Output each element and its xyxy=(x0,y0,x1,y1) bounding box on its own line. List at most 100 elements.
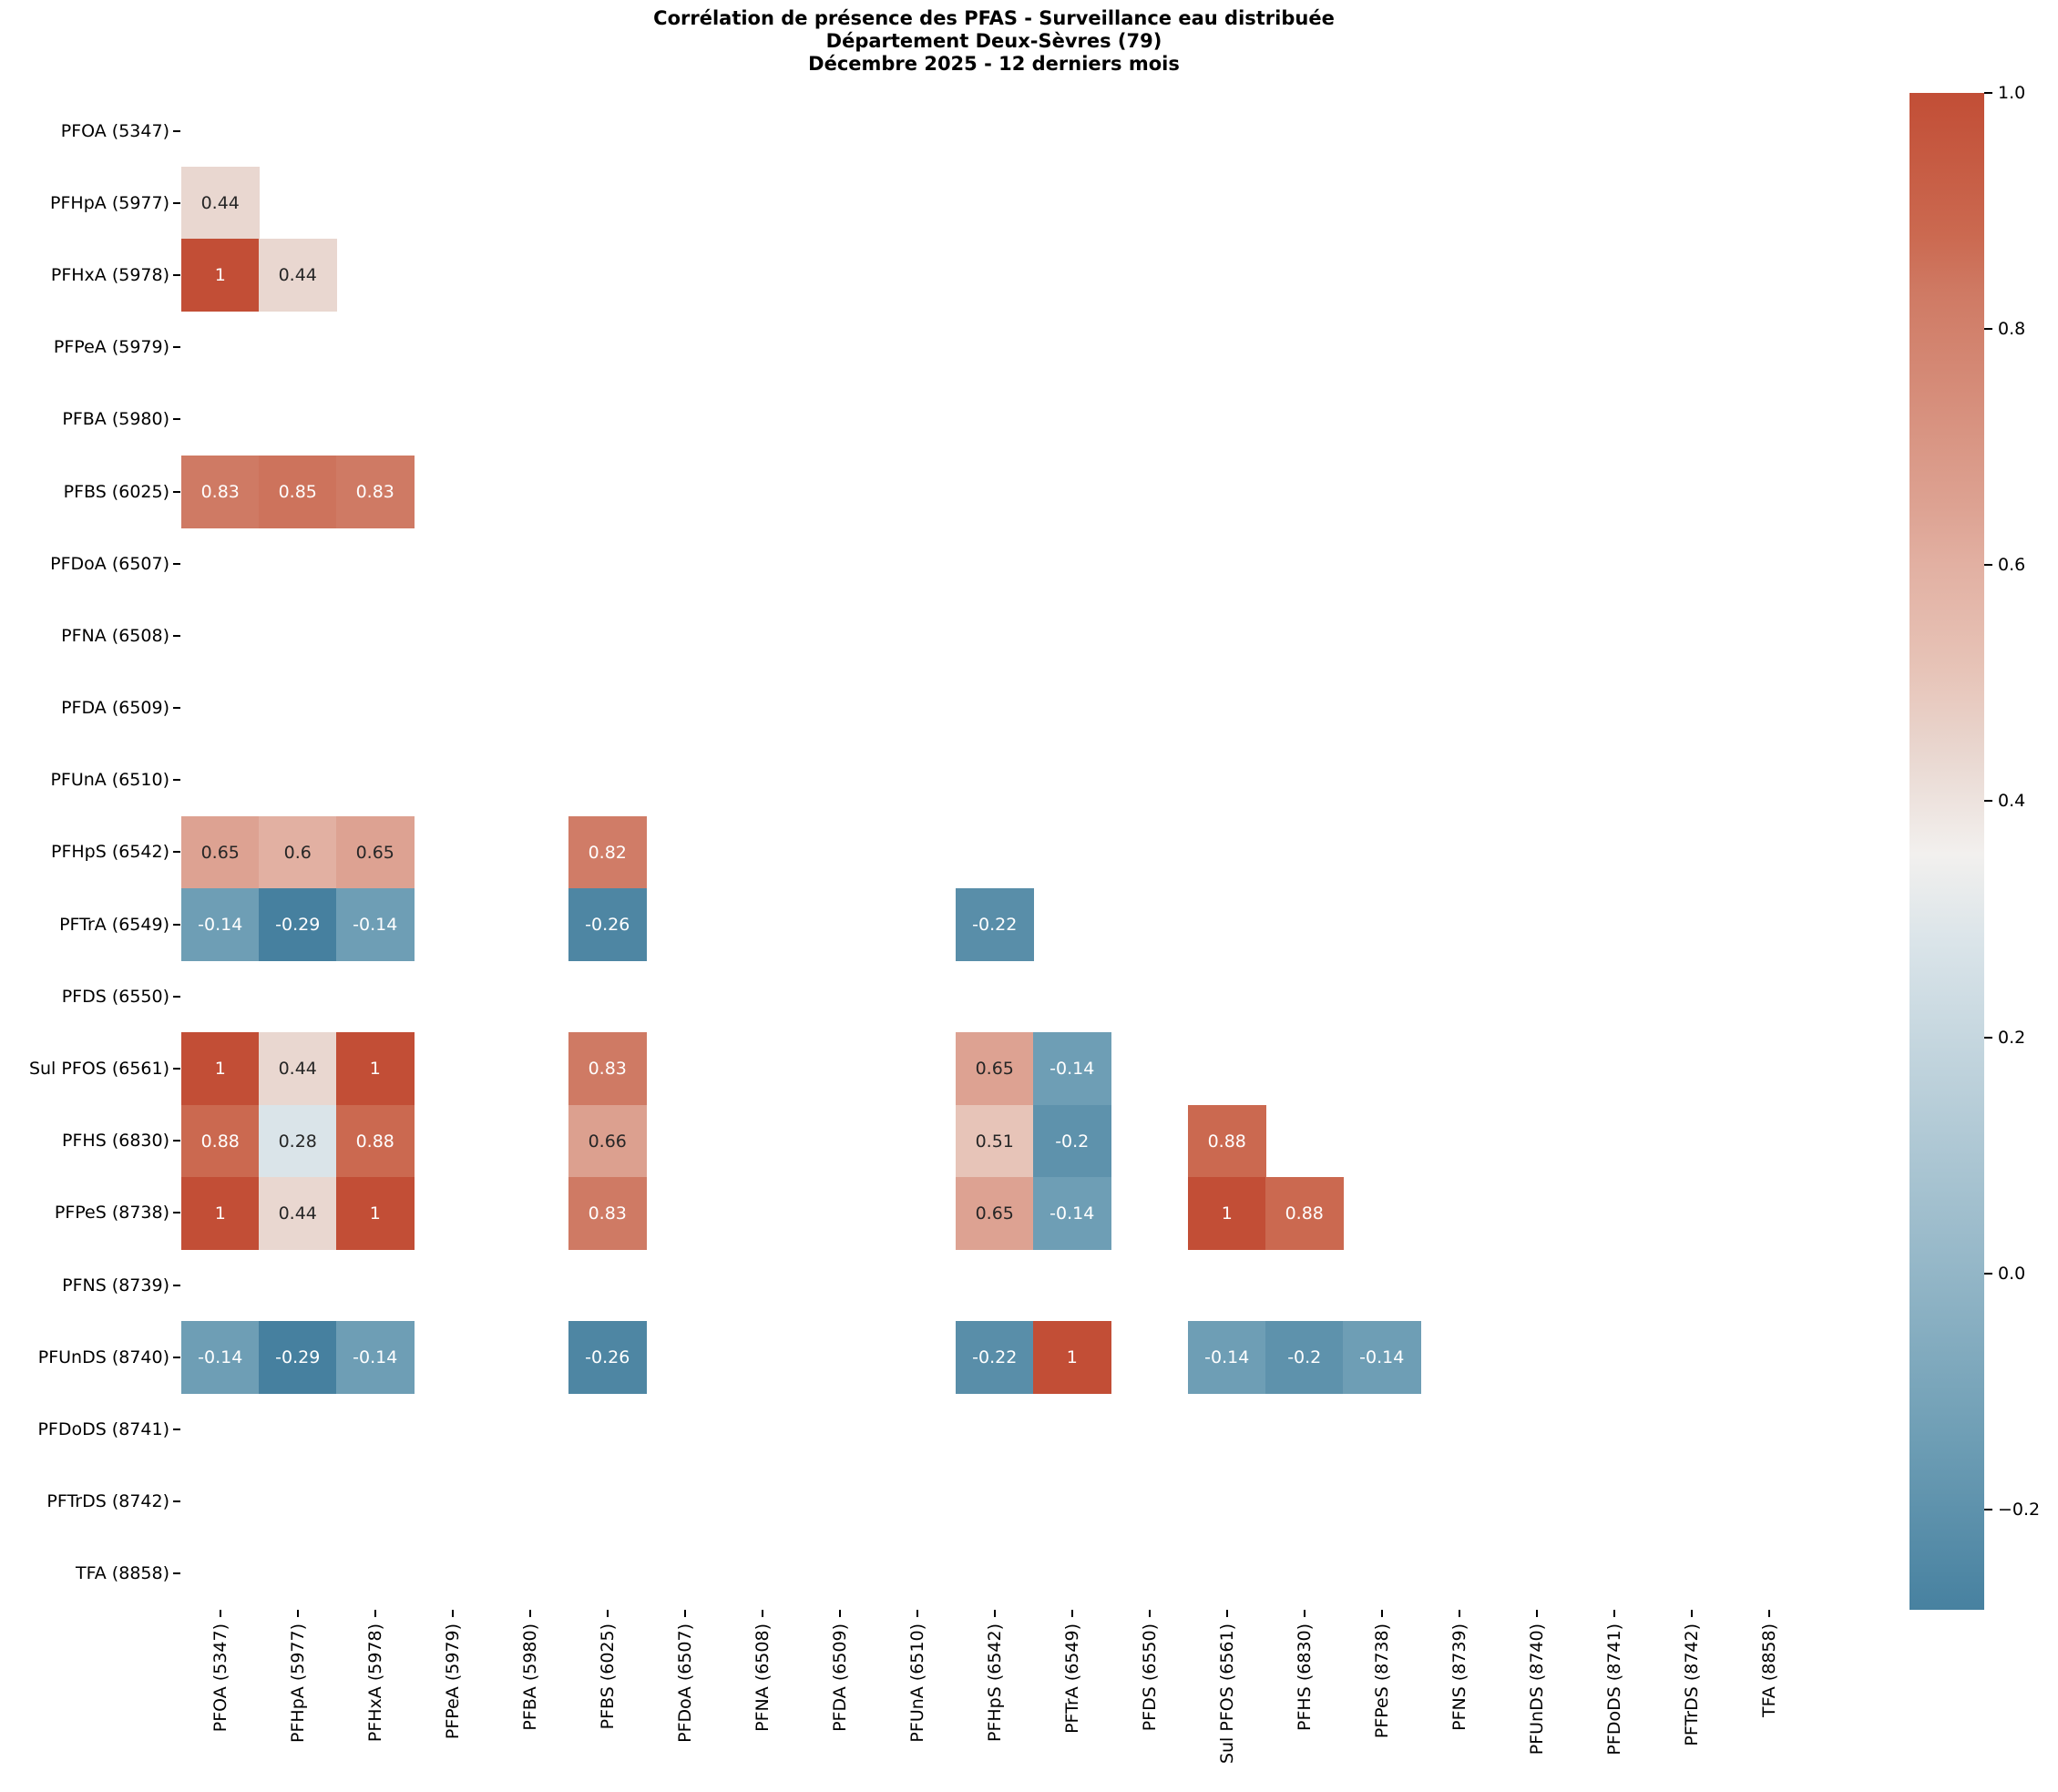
x-axis-label-text: PFNS (8739) xyxy=(1449,1623,1469,1731)
y-tick-mark xyxy=(173,346,180,349)
y-tick-mark xyxy=(173,1212,180,1214)
x-tick-mark xyxy=(1303,1609,1305,1617)
heatmap-cell: 0.83 xyxy=(336,455,415,528)
y-axis-label: PFNS (8739) xyxy=(62,1275,169,1295)
heatmap-cell: 0.44 xyxy=(259,1176,337,1250)
heatmap-cell: 1 xyxy=(1188,1176,1266,1250)
heatmap-cell: 1 xyxy=(1033,1321,1111,1394)
y-axis-label: PFDoDS (8741) xyxy=(37,1419,169,1439)
y-tick-mark xyxy=(173,1500,180,1503)
heatmap-cell: 0.44 xyxy=(259,1032,337,1106)
x-tick-mark xyxy=(993,1609,996,1617)
y-tick-mark xyxy=(173,923,180,926)
colorbar xyxy=(1910,93,1984,1610)
x-tick-mark xyxy=(451,1609,454,1617)
x-tick-mark xyxy=(1458,1609,1460,1617)
y-axis-label: Sul PFOS (6561) xyxy=(28,1059,169,1080)
x-tick-mark xyxy=(1767,1609,1770,1617)
colorbar-tick-label: 0.8 xyxy=(1998,319,2026,340)
chart-title-line2: Département Deux-Sèvres (79) xyxy=(825,30,1162,52)
heatmap-cell: 0.88 xyxy=(336,1104,415,1178)
heatmap-cell: -0.14 xyxy=(1343,1321,1421,1394)
heatmap-cell: 0.6 xyxy=(259,815,337,889)
y-axis-label: PFDS (6550) xyxy=(61,986,169,1007)
heatmap-cell: 1 xyxy=(336,1032,415,1106)
heatmap-cell: 0.85 xyxy=(259,455,337,528)
y-axis-label: PFOA (5347) xyxy=(60,120,169,141)
y-axis-label: PFHS (6830) xyxy=(62,1131,169,1152)
x-axis-label-text: PFTrA (6549) xyxy=(1061,1623,1082,1734)
y-axis-label: TFA (8858) xyxy=(75,1563,169,1584)
x-tick-mark xyxy=(1148,1609,1151,1617)
y-tick-mark xyxy=(173,201,180,204)
heatmap-cell: 1 xyxy=(181,239,260,312)
heatmap-cell: 0.65 xyxy=(181,815,260,889)
y-tick-mark xyxy=(173,707,180,710)
heatmap-cell: 0.65 xyxy=(956,1032,1034,1106)
colorbar-tick-mark xyxy=(1984,1036,1992,1039)
heatmap-cell: 0.82 xyxy=(568,815,647,889)
x-axis-label-text: TFA (8858) xyxy=(1758,1623,1779,1718)
x-axis-label-text: PFHxA (5978) xyxy=(364,1623,385,1743)
x-axis-label-text: PFPeS (8738) xyxy=(1371,1623,1392,1739)
colorbar-tick-label: −0.2 xyxy=(1998,1499,2041,1520)
heatmap-cell: -0.26 xyxy=(568,888,647,961)
heatmap-cell: 1 xyxy=(181,1032,260,1106)
y-axis-label: PFHpS (6542) xyxy=(50,842,169,863)
heatmap-cell: 0.65 xyxy=(336,815,415,889)
colorbar-tick-mark xyxy=(1984,564,1992,567)
heatmap-cell: -0.14 xyxy=(181,888,260,961)
heatmap-cell: 0.44 xyxy=(181,167,260,240)
y-tick-mark xyxy=(173,1356,180,1358)
x-tick-mark xyxy=(1225,1609,1228,1617)
x-tick-mark xyxy=(838,1609,841,1617)
x-tick-mark xyxy=(916,1609,918,1617)
x-axis-label-text: PFDA (6509) xyxy=(829,1623,850,1732)
heatmap-cell: 1 xyxy=(336,1176,415,1250)
y-tick-mark xyxy=(173,779,180,782)
y-axis-label: PFPeS (8738) xyxy=(54,1203,169,1224)
x-tick-mark xyxy=(296,1609,299,1617)
x-axis-label-text: PFHpA (5977) xyxy=(287,1623,308,1743)
y-axis-label: PFHxA (5978) xyxy=(50,264,169,285)
heatmap-cell: 0.83 xyxy=(181,455,260,528)
x-axis-label-text: PFUnA (6510) xyxy=(906,1623,927,1743)
heatmap-cell: -0.14 xyxy=(1033,1176,1111,1250)
x-axis-label-text: PFBS (6025) xyxy=(597,1623,618,1730)
x-tick-mark xyxy=(374,1609,376,1617)
x-axis-label-text: PFDoDS (8741) xyxy=(1603,1623,1624,1756)
x-axis-label-text: PFUnDS (8740) xyxy=(1526,1623,1547,1756)
y-tick-mark xyxy=(173,273,180,276)
y-axis-label: PFBA (5980) xyxy=(62,409,169,430)
x-tick-mark xyxy=(761,1609,763,1617)
colorbar-tick-mark xyxy=(1984,328,1992,331)
y-tick-mark xyxy=(173,490,180,493)
heatmap-cell: 0.66 xyxy=(568,1104,647,1178)
x-axis-label-text: PFBA (5980) xyxy=(519,1623,540,1731)
heatmap-cell: -0.22 xyxy=(956,888,1034,961)
heatmap-cell: -0.22 xyxy=(956,1321,1034,1394)
heatmap-cell: -0.14 xyxy=(181,1321,260,1394)
y-axis-label: PFTrA (6549) xyxy=(59,914,169,935)
colorbar-tick-mark xyxy=(1984,1272,1992,1275)
x-tick-mark xyxy=(1380,1609,1383,1617)
x-axis-label-text: PFPeA (5979) xyxy=(442,1623,463,1740)
heatmap-cell: 0.88 xyxy=(181,1104,260,1178)
colorbar-tick-mark xyxy=(1984,1508,1992,1510)
heatmap-cell: 0.83 xyxy=(568,1032,647,1106)
colorbar-tick-label: 0.2 xyxy=(1998,1027,2026,1048)
x-axis-label-text: PFTrDS (8742) xyxy=(1681,1623,1702,1746)
y-tick-mark xyxy=(173,129,180,132)
x-axis-label-text: PFHS (6830) xyxy=(1294,1623,1315,1731)
x-tick-mark xyxy=(528,1609,531,1617)
colorbar-tick-label: 1.0 xyxy=(1998,83,2026,103)
heatmap-cell: 0.28 xyxy=(259,1104,337,1178)
x-axis-label-text: PFDS (6550) xyxy=(1139,1623,1160,1732)
x-tick-mark xyxy=(606,1609,609,1617)
colorbar-tick-mark xyxy=(1984,800,1992,803)
heatmap-cell: -0.2 xyxy=(1265,1321,1344,1394)
heatmap-cell: -0.26 xyxy=(568,1321,647,1394)
y-axis-label: PFHpA (5977) xyxy=(50,192,169,213)
y-tick-mark xyxy=(173,634,180,637)
